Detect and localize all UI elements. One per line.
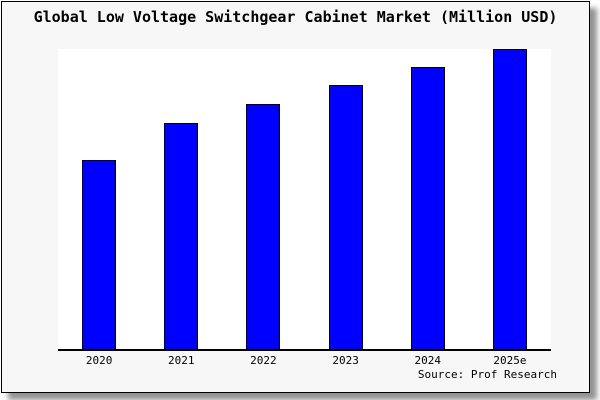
chart-card: Global Low Voltage Switchgear Cabinet Ma…: [1, 1, 590, 393]
bar-slot-2025e: [469, 49, 551, 349]
x-axis-labels: 2020 2021 2022 2023 2024 2025e: [58, 354, 551, 367]
bar-slot-2024: [387, 49, 469, 349]
x-tick-2025e: 2025e: [493, 354, 527, 367]
x-tick-2024: 2024: [414, 354, 442, 367]
bar-2021: [164, 123, 199, 349]
x-tick-2022: 2022: [250, 354, 277, 367]
plot-area: [58, 49, 551, 351]
bar-slot-2022: [222, 49, 304, 349]
x-tick-2023: 2023: [332, 354, 359, 367]
bar-slot-2020: [58, 49, 140, 349]
x-tick-2021: 2021: [168, 354, 195, 367]
chart-title: Global Low Voltage Switchgear Cabinet Ma…: [33, 8, 558, 26]
bar-2022: [246, 104, 281, 349]
bar-slot-2021: [140, 49, 222, 349]
bar-slot-2023: [305, 49, 387, 349]
bar-2020: [82, 160, 117, 349]
bar-2023: [328, 85, 363, 349]
bar-2025e: [492, 49, 527, 349]
x-tick-2020: 2020: [85, 354, 113, 367]
source-attribution: Source: Prof Research: [417, 368, 557, 381]
bar-2024: [410, 67, 445, 349]
